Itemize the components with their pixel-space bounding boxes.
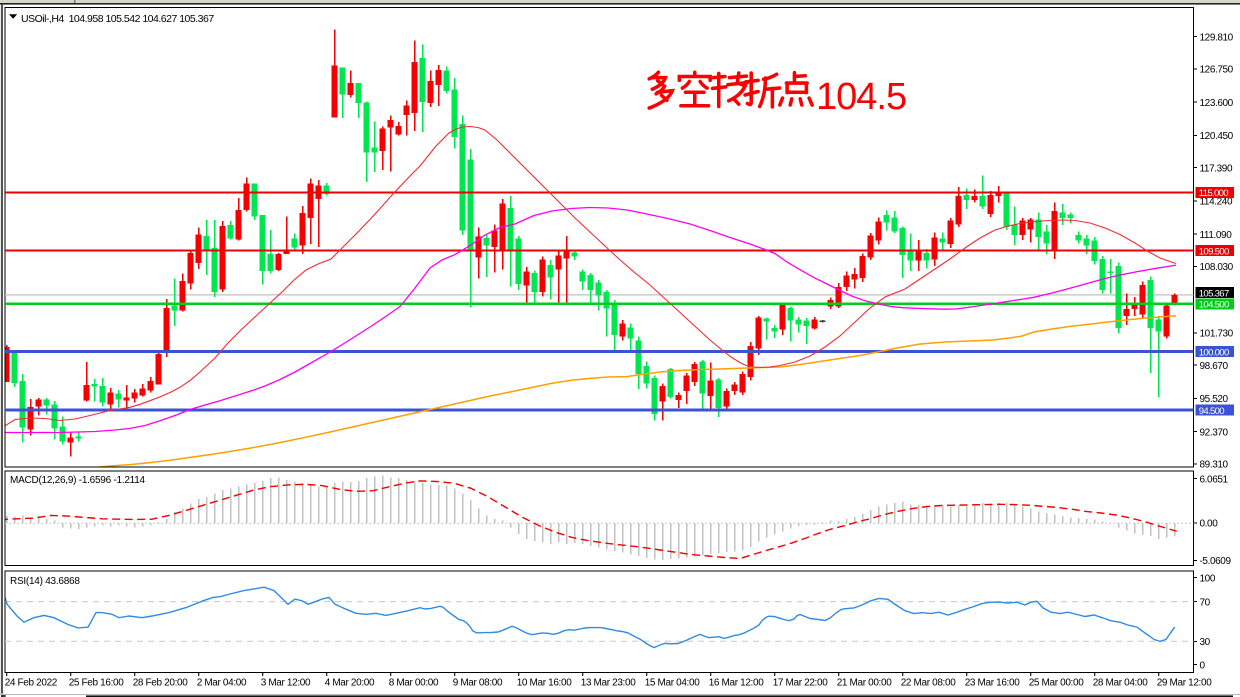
svg-text:104.500: 104.500 [1199, 300, 1229, 311]
svg-text:21 Mar 00:00: 21 Mar 00:00 [837, 678, 893, 689]
svg-text:28 Feb 20:00: 28 Feb 20:00 [133, 678, 189, 689]
svg-text:0.00: 0.00 [1200, 519, 1219, 530]
svg-text:USOil-,H4 104.958 105.542 104: USOil-,H4 104.958 105.542 104.627 105.36… [21, 13, 214, 25]
svg-text:3 Mar 12:00: 3 Mar 12:00 [261, 678, 311, 689]
svg-text:-5.0609: -5.0609 [1200, 556, 1232, 567]
svg-text:100.000: 100.000 [1199, 347, 1229, 358]
svg-text:94.500: 94.500 [1199, 406, 1225, 417]
svg-text:23 Mar 16:00: 23 Mar 16:00 [965, 678, 1021, 689]
svg-text:RSI(14) 43.6868: RSI(14) 43.6868 [10, 576, 80, 587]
svg-text:22 Mar 08:00: 22 Mar 08:00 [901, 678, 957, 689]
svg-text:126.750: 126.750 [1200, 65, 1234, 76]
svg-text:2 Mar 04:00: 2 Mar 04:00 [197, 678, 247, 689]
svg-text:108.030: 108.030 [1200, 262, 1234, 273]
svg-text:6.0651: 6.0651 [1200, 475, 1229, 486]
svg-text:117.390: 117.390 [1200, 163, 1233, 174]
svg-text:9 Mar 08:00: 9 Mar 08:00 [453, 678, 503, 689]
svg-text:24 Feb 2022: 24 Feb 2022 [5, 678, 58, 689]
svg-text:120.450: 120.450 [1200, 131, 1234, 142]
svg-text:16 Mar 12:00: 16 Mar 12:00 [709, 678, 765, 689]
svg-text:123.600: 123.600 [1200, 98, 1234, 109]
svg-text:29 Mar 12:00: 29 Mar 12:00 [1157, 678, 1213, 689]
svg-text:104.5: 104.5 [816, 76, 906, 118]
svg-text:114.240: 114.240 [1200, 197, 1233, 208]
svg-text:25 Feb 16:00: 25 Feb 16:00 [69, 678, 125, 689]
svg-text:95.520: 95.520 [1200, 394, 1229, 405]
svg-text:98.670: 98.670 [1200, 361, 1229, 372]
svg-text:4 Mar 20:00: 4 Mar 20:00 [325, 678, 375, 689]
svg-text:10 Mar 16:00: 10 Mar 16:00 [517, 678, 573, 689]
svg-text:13 Mar 23:00: 13 Mar 23:00 [581, 678, 637, 689]
svg-text:105.367: 105.367 [1199, 288, 1229, 299]
svg-text:0: 0 [1200, 661, 1206, 672]
svg-text:17 Mar 22:00: 17 Mar 22:00 [773, 678, 829, 689]
svg-text:129.810: 129.810 [1200, 32, 1234, 43]
svg-text:15 Mar 04:00: 15 Mar 04:00 [645, 678, 701, 689]
svg-text:89.310: 89.310 [1200, 460, 1229, 471]
svg-text:111.090: 111.090 [1200, 230, 1233, 241]
svg-text:101.730: 101.730 [1200, 329, 1234, 340]
svg-text:8 Mar 00:00: 8 Mar 00:00 [389, 678, 439, 689]
svg-text:28 Mar 04:00: 28 Mar 04:00 [1093, 678, 1149, 689]
svg-text:70: 70 [1200, 597, 1211, 608]
svg-text:109.500: 109.500 [1199, 246, 1229, 257]
svg-text:100: 100 [1200, 573, 1216, 584]
svg-text:115.000: 115.000 [1199, 188, 1228, 199]
svg-text:MACD(12,26,9) -1.6596 -1.2114: MACD(12,26,9) -1.6596 -1.2114 [10, 475, 146, 486]
svg-text:30: 30 [1200, 637, 1211, 648]
svg-text:25 Mar 00:00: 25 Mar 00:00 [1029, 678, 1085, 689]
svg-text:92.370: 92.370 [1200, 427, 1229, 438]
